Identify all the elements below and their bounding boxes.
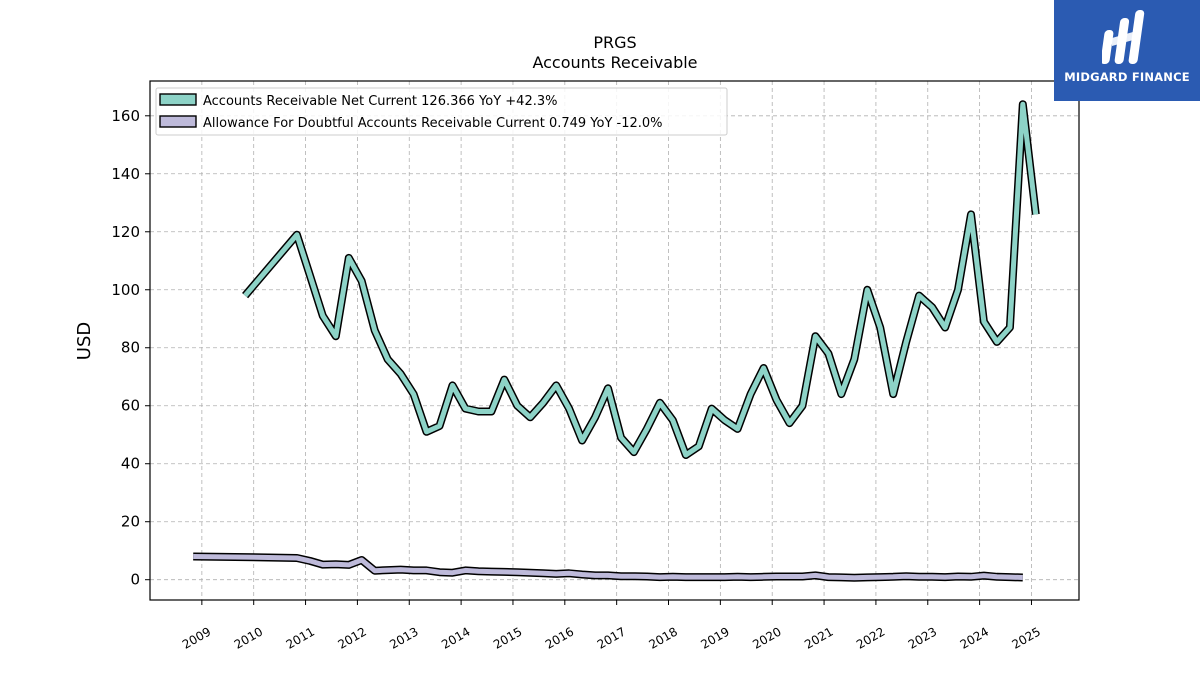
y-tick-label: 100: [111, 281, 140, 299]
legend: Accounts Receivable Net Current 126.366 …: [155, 87, 728, 136]
series-layer: [193, 100, 1040, 582]
series-line-1: [193, 554, 1023, 581]
y-tick-label: 40: [121, 455, 140, 473]
grid-lines: [150, 81, 1079, 600]
legend-label-ar-net: Accounts Receivable Net Current 126.366 …: [203, 94, 558, 109]
plot-frame: [149, 80, 1080, 601]
chart-title: PRGS: [593, 33, 636, 52]
y-axis-ticks: 0 20 40 60 80 100 120 140 160: [111, 107, 150, 589]
legend-label-allowance: Allowance For Doubtful Accounts Receivab…: [203, 116, 663, 131]
x-tick-label: 2025: [1010, 624, 1043, 651]
y-tick-label: 140: [111, 165, 140, 183]
x-tick-label: 2014: [439, 624, 472, 651]
x-tick-label: 2013: [387, 624, 420, 651]
series-line-0: [243, 101, 1039, 458]
x-tick-label: 2011: [284, 624, 317, 651]
y-axis-label: USD: [74, 322, 95, 360]
y-tick-label: 0: [130, 571, 140, 589]
x-tick-label: 2017: [595, 624, 628, 651]
y-tick-label: 160: [111, 107, 140, 125]
logo-mark-icon: [1102, 10, 1145, 64]
x-tick-label: 2018: [647, 624, 680, 651]
x-axis-ticks: 2009 2010 2011 2012 2013 2014 2015 2016 2017 2018…: [180, 600, 1043, 652]
y-tick-label: 80: [121, 339, 140, 357]
y-tick-label: 120: [111, 223, 140, 241]
x-tick-label: 2021: [802, 624, 835, 651]
x-tick-label: 2022: [854, 624, 887, 651]
brand-name: MIDGARD FINANCE: [1064, 70, 1190, 84]
x-tick-label: 2010: [232, 624, 265, 651]
y-tick-label: 60: [121, 397, 140, 415]
chart-subtitle: Accounts Receivable: [532, 53, 697, 72]
x-tick-label: 2024: [958, 624, 991, 651]
legend-swatch-allowance: [159, 115, 197, 128]
x-tick-label: 2016: [543, 624, 576, 651]
legend-swatch-ar-net: [159, 93, 197, 106]
y-tick-label: 20: [121, 513, 140, 531]
x-tick-label: 2023: [906, 624, 939, 651]
x-tick-label: 2019: [698, 624, 731, 651]
x-tick-label: 2012: [335, 624, 368, 651]
midgard-finance-logo: MIDGARD FINANCE: [1054, 0, 1200, 101]
x-tick-label: 2015: [491, 624, 524, 651]
legend-box: [155, 87, 728, 136]
x-tick-label: 2009: [180, 624, 213, 651]
x-tick-label: 2020: [750, 624, 783, 651]
